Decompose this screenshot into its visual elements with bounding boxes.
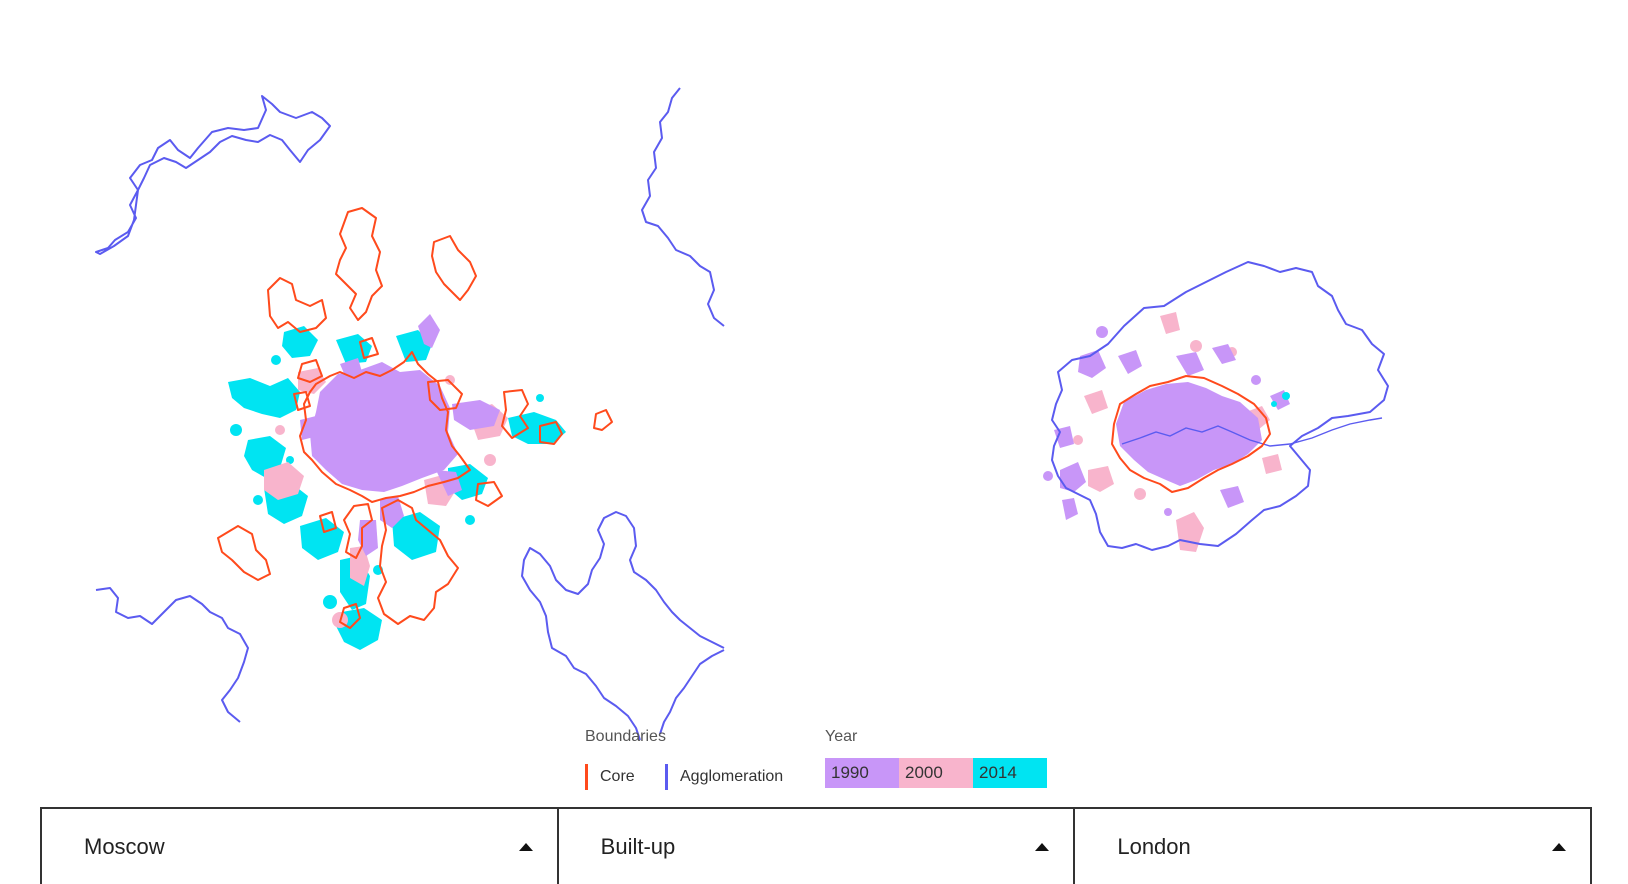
right-city-dropdown[interactable]: London [1075,809,1590,884]
caret-up-icon [518,842,533,851]
selector-bar: Moscow Built-up London [40,807,1592,884]
moscow-agglomeration-boundary [95,87,725,740]
map-canvas [95,87,1389,740]
moscow-builtup-1990 [300,314,500,556]
london-river [1121,417,1383,447]
london-map [1043,261,1389,552]
caret-up-icon [1035,842,1050,851]
year-heading: Year [825,728,858,745]
left-city-dropdown[interactable]: Moscow [42,809,559,884]
london-core-boundary [1111,375,1271,493]
right-city-value: London [1117,833,1191,859]
london-builtup-2014 [1271,392,1290,407]
boundaries-heading: Boundaries [585,728,666,745]
metric-dropdown[interactable]: Built-up [559,809,1076,884]
year-2000-swatch: 2000 [899,758,973,788]
agglomeration-label: Agglomeration [680,768,784,785]
year-1990-swatch: 1990 [825,758,899,788]
caret-up-icon [1552,842,1567,851]
map-legend: Boundaries Core Agglomeration Year 1990 … [585,728,1065,798]
agglomeration-swatch [665,764,668,790]
year-2014-swatch: 2014 [973,758,1047,788]
core-legend-item: Core [585,764,635,790]
core-label: Core [600,768,635,785]
core-swatch [585,764,588,790]
agglomeration-legend-item: Agglomeration [665,764,783,790]
moscow-map [95,87,725,740]
left-city-value: Moscow [84,833,165,859]
year-scale: 1990 2000 2014 [825,758,1047,788]
london-agglomeration-boundary [1051,261,1389,551]
moscow-core-boundary [217,207,613,629]
london-builtup-1990 [1043,326,1290,520]
metric-value: Built-up [600,833,676,859]
